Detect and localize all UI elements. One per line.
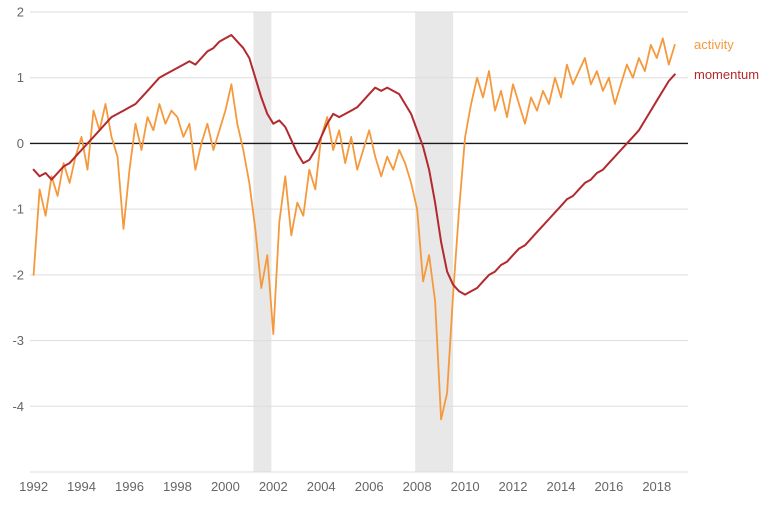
y-tick-label: 1 — [17, 70, 24, 85]
x-tick-label: 1998 — [163, 479, 192, 494]
y-tick-label: 0 — [17, 136, 24, 151]
x-tick-label: 2002 — [259, 479, 288, 494]
x-tick-label: 2006 — [355, 479, 384, 494]
legend-activity-label: activity — [694, 37, 734, 52]
y-tick-label: -1 — [12, 202, 24, 217]
momentum-line — [32, 34, 676, 296]
x-tick-label: 1994 — [67, 479, 96, 494]
x-tick-label: 2004 — [307, 479, 336, 494]
x-tick-label: 2010 — [451, 479, 480, 494]
x-tick-label: 2000 — [211, 479, 240, 494]
y-tick-label: -4 — [12, 399, 24, 414]
x-tick-label: 2018 — [642, 479, 671, 494]
x-tick-label: 1996 — [115, 479, 144, 494]
x-tick-label: 2012 — [499, 479, 528, 494]
x-tick-label: 2016 — [594, 479, 623, 494]
y-tick-label: -3 — [12, 333, 24, 348]
x-tick-label: 1992 — [19, 479, 48, 494]
recession-band — [415, 12, 454, 472]
activity-line — [32, 37, 676, 421]
x-tick-label: 2008 — [403, 479, 432, 494]
recession-band — [253, 12, 272, 472]
y-tick-label: 2 — [17, 5, 24, 20]
y-tick-label: -2 — [12, 267, 24, 282]
x-tick-label: 2014 — [547, 479, 576, 494]
legend-momentum-label: momentum — [694, 67, 760, 82]
